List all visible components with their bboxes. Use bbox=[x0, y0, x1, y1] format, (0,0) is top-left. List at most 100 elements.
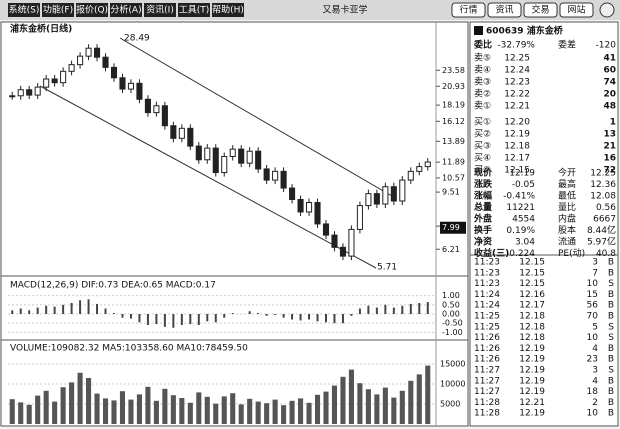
trade-cell: 12.16 bbox=[519, 290, 545, 300]
candle bbox=[416, 166, 423, 172]
trade-cell: 11:27 bbox=[474, 376, 500, 386]
order-book-cell: 卖① bbox=[474, 101, 491, 112]
quote-stat: 6667 bbox=[593, 215, 616, 225]
order-book-cell: 12.20 bbox=[504, 118, 530, 128]
quote-stat: 40.8 bbox=[596, 249, 616, 259]
menu-item[interactable]: 资讯(I) bbox=[146, 5, 174, 16]
volume-bar bbox=[238, 404, 244, 424]
trade-cell: 11:26 bbox=[474, 333, 500, 343]
trade-cell: 12.18 bbox=[519, 333, 545, 343]
quote-stat: 12.36 bbox=[590, 180, 616, 190]
volume-bar bbox=[314, 394, 321, 424]
menu-item[interactable]: 报价(Q) bbox=[76, 4, 108, 16]
candle bbox=[305, 201, 313, 213]
y-tick-label: 18.19 bbox=[442, 101, 465, 110]
order-book-cell: 1 bbox=[610, 118, 616, 128]
volume-bar bbox=[187, 402, 193, 424]
trade-cell: 12.19 bbox=[519, 387, 545, 397]
trade-cell: 11:25 bbox=[474, 322, 500, 332]
trade-cell: 10 bbox=[587, 409, 599, 419]
volume-bar bbox=[26, 404, 32, 424]
menu-item[interactable]: 帮助(H) bbox=[212, 4, 244, 16]
quote-stat: 12.25 bbox=[590, 169, 616, 179]
candle bbox=[119, 77, 126, 90]
candle bbox=[195, 145, 202, 161]
trade-cell: B bbox=[608, 301, 614, 311]
menu-item[interactable]: 功能(F) bbox=[43, 4, 73, 16]
volume-bar bbox=[69, 382, 75, 424]
menu-item-bg[interactable] bbox=[76, 3, 108, 17]
y-tick-label: 9.51 bbox=[442, 188, 460, 197]
candle bbox=[187, 127, 194, 147]
candle bbox=[85, 47, 92, 57]
candle bbox=[263, 168, 270, 181]
trade-cell: 11:24 bbox=[474, 290, 500, 300]
toolbar-button[interactable] bbox=[559, 2, 594, 18]
trade-cell: B bbox=[608, 290, 614, 300]
quote-stat: 今开 bbox=[558, 167, 576, 179]
trade-cell: 56 bbox=[587, 301, 599, 311]
candle bbox=[373, 193, 380, 205]
toolbar-button[interactable] bbox=[523, 2, 558, 18]
quote-stat: 最低 bbox=[558, 190, 576, 202]
toolbar-button-label[interactable]: 网站 bbox=[567, 4, 585, 16]
order-book-cell: 卖② bbox=[474, 89, 491, 100]
candle bbox=[102, 56, 109, 68]
toolbar-button-label[interactable]: 交易 bbox=[531, 4, 549, 16]
candle bbox=[17, 89, 24, 97]
volume-bar bbox=[77, 372, 83, 424]
quote-stat: 流通 bbox=[558, 236, 576, 248]
trade-cell: S bbox=[608, 333, 614, 343]
menu-item-bg[interactable] bbox=[8, 3, 40, 17]
candle bbox=[272, 170, 279, 181]
trade-cell: 4 bbox=[592, 344, 598, 354]
menu-item-bg[interactable] bbox=[178, 3, 210, 17]
y-tick-label: 6.21 bbox=[442, 245, 460, 254]
toolbar-button-label[interactable]: 资讯 bbox=[495, 5, 513, 16]
candle bbox=[136, 82, 143, 100]
menu-item-bg[interactable] bbox=[42, 3, 74, 17]
menu-item-bg[interactable] bbox=[144, 3, 176, 17]
quote-stat: 8.44亿 bbox=[587, 224, 616, 236]
close-button[interactable] bbox=[599, 2, 615, 18]
candle bbox=[280, 170, 287, 189]
stock-icon bbox=[474, 26, 483, 35]
order-ratio: -120 bbox=[596, 41, 617, 51]
candle bbox=[365, 193, 372, 207]
trade-cell: 10 bbox=[587, 279, 599, 289]
menu-item[interactable]: 工具(T) bbox=[179, 5, 210, 16]
candle bbox=[221, 156, 228, 174]
volume-bar bbox=[136, 394, 142, 424]
trade-cell: 12.18 bbox=[519, 322, 545, 332]
volume-bar bbox=[416, 374, 422, 424]
candle bbox=[153, 105, 160, 114]
volume-bar bbox=[399, 390, 405, 424]
menu-item-bg[interactable] bbox=[110, 3, 142, 17]
volume-bar bbox=[111, 400, 117, 424]
menu-item[interactable]: 分析(A) bbox=[110, 4, 141, 16]
candle bbox=[339, 246, 347, 257]
candle bbox=[93, 47, 101, 58]
toolbar-button-label[interactable]: 行情 bbox=[459, 4, 477, 16]
candle bbox=[238, 148, 245, 164]
order-book-cell: 74 bbox=[603, 78, 616, 88]
trade-cell: B bbox=[608, 387, 614, 397]
quote-stat: 现价 bbox=[474, 168, 493, 179]
menu-item[interactable]: 系统(S) bbox=[9, 4, 40, 16]
trade-cell: 12.19 bbox=[519, 355, 545, 365]
quote-stat: PE(动) bbox=[558, 248, 585, 259]
y-tick-label: -0.50 bbox=[442, 319, 463, 328]
volume-bar bbox=[145, 386, 151, 424]
trade-cell: S bbox=[608, 366, 614, 376]
volume-bar bbox=[162, 388, 168, 424]
volume-bar bbox=[119, 391, 126, 424]
menu-item-bg[interactable] bbox=[212, 3, 244, 17]
toolbar-button[interactable] bbox=[487, 2, 522, 18]
toolbar-button[interactable] bbox=[451, 2, 486, 18]
volume-bar bbox=[425, 365, 431, 424]
trade-cell: 11:24 bbox=[474, 301, 500, 311]
y-tick-label: 20.93 bbox=[442, 82, 465, 91]
order-book-cell: 21 bbox=[603, 142, 616, 152]
order-ratio: 委比 bbox=[473, 39, 492, 51]
trade-cell: B bbox=[608, 268, 614, 278]
